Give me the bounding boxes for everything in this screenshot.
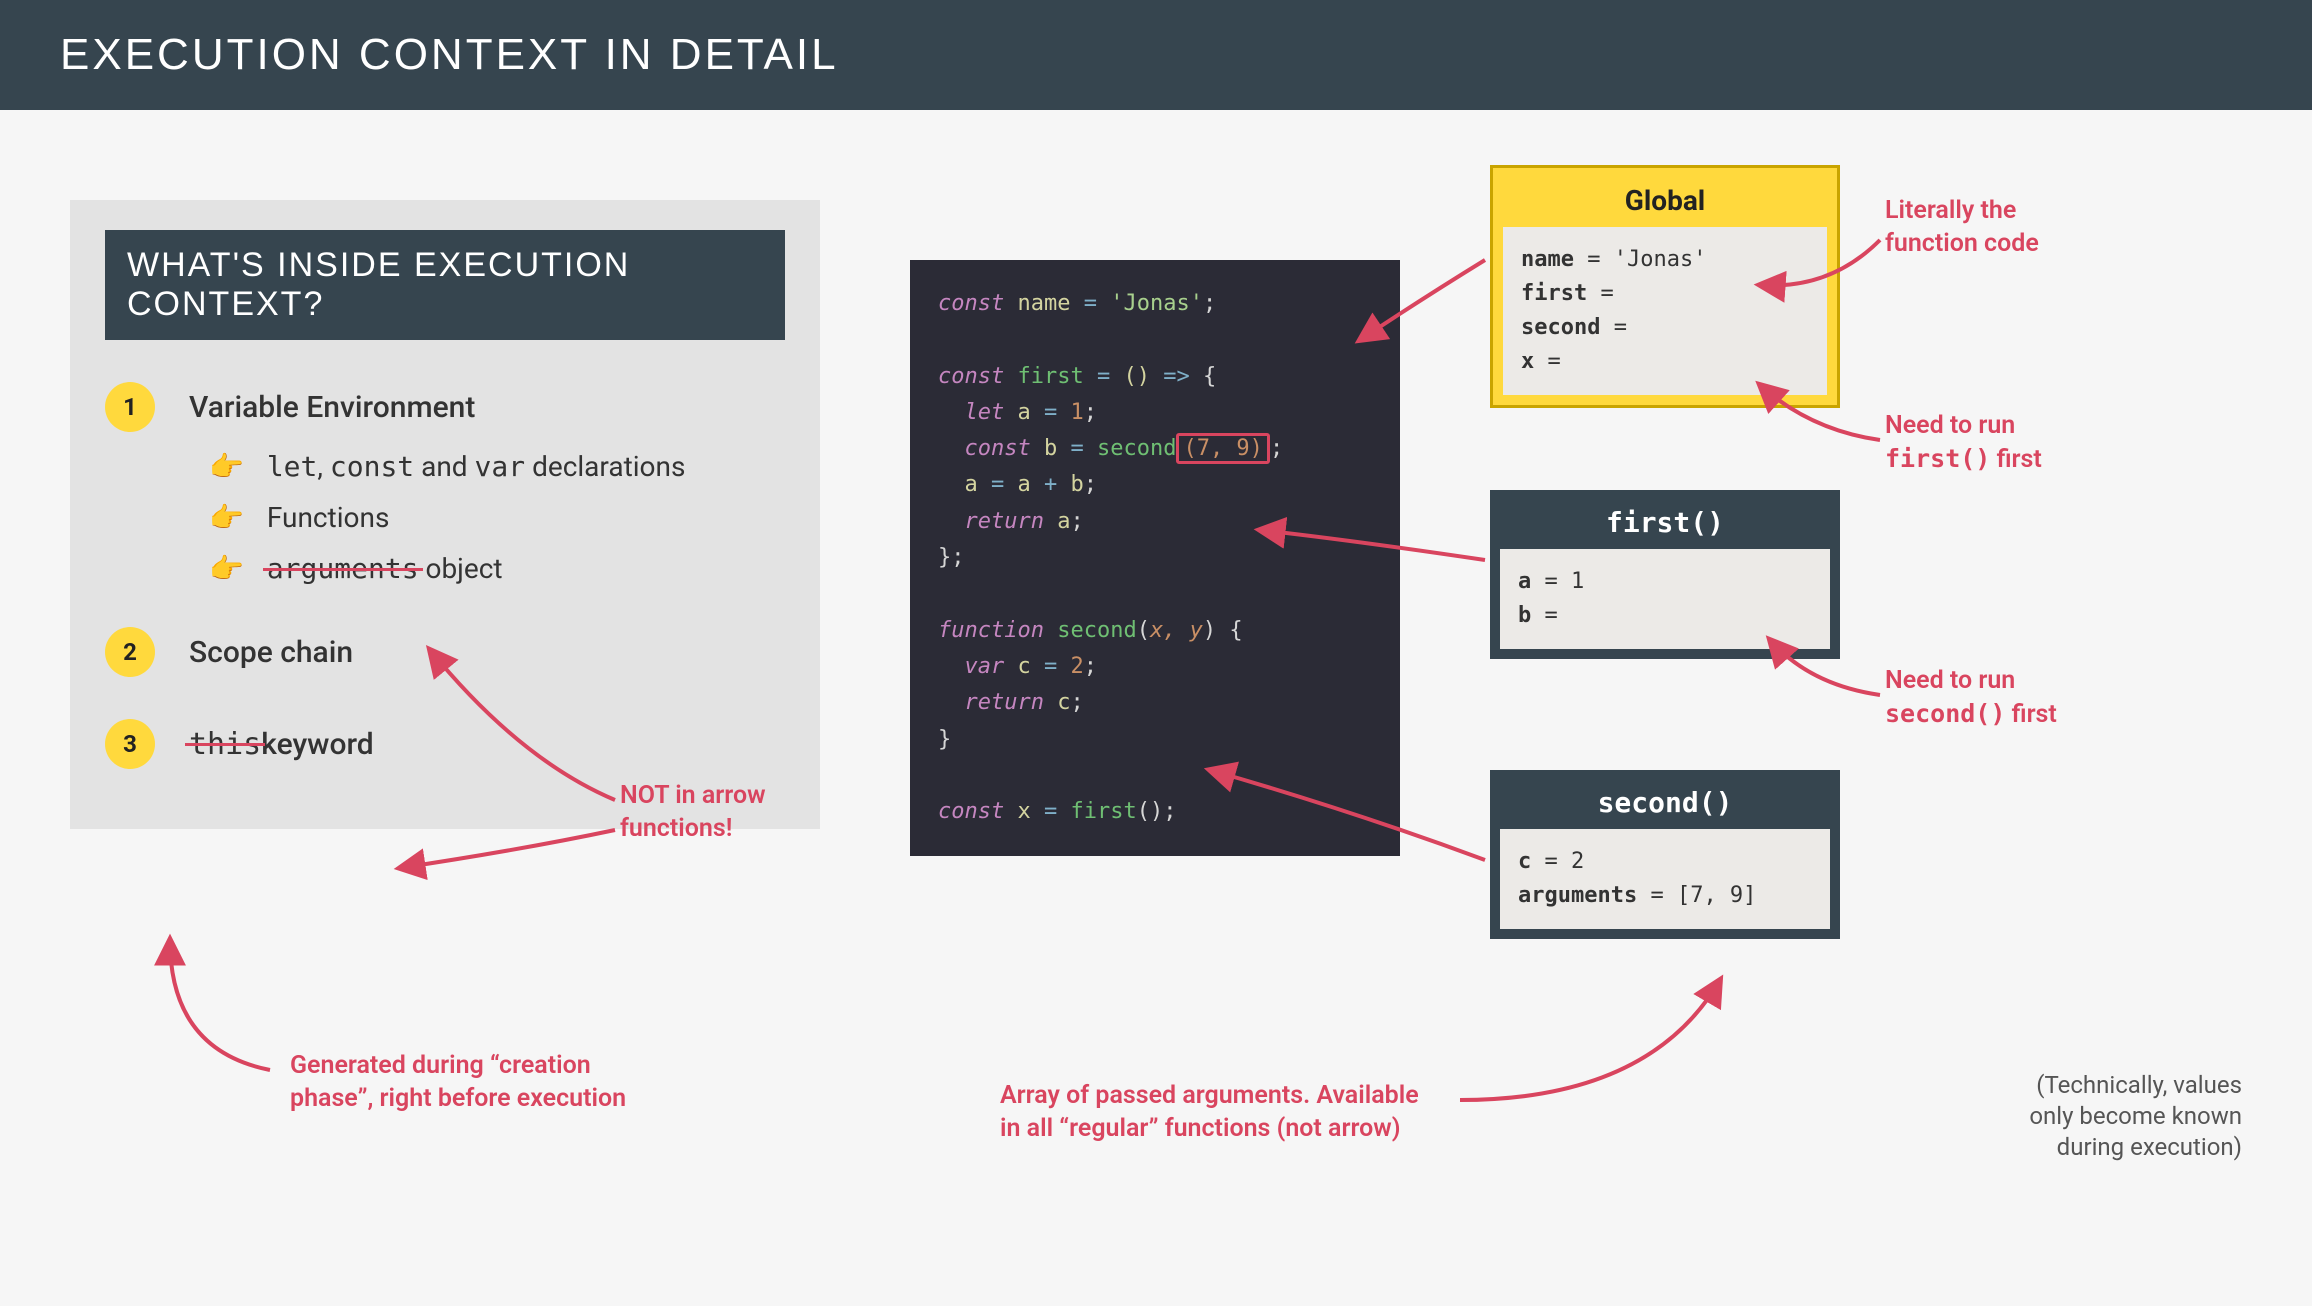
anno-not-arrow: NOT in arrow functions! (620, 780, 766, 845)
sub-1-var: var (475, 450, 526, 483)
label-2: Scope chain (189, 635, 353, 670)
sub-3: 👉 arguments object (209, 552, 785, 585)
sub-1-const: const (330, 450, 414, 483)
anno-creation: Generated during “creation phase”, right… (290, 1050, 626, 1115)
left-heading: WHAT'S INSIDE EXECUTION CONTEXT? (105, 230, 785, 340)
code-block: const name = 'Jonas'; const first = () =… (910, 260, 1400, 856)
ctx-global: Global name = 'Jonas' first = second = x… (1490, 165, 1840, 408)
sub-3-arguments: arguments (267, 552, 419, 585)
ctx-global-body: name = 'Jonas' first = second = x = (1503, 227, 1827, 395)
sub-1-let: let (267, 450, 318, 483)
left-panel: WHAT'S INSIDE EXECUTION CONTEXT? 1 Varia… (70, 200, 820, 829)
item-2-row: 2 Scope chain (105, 627, 785, 677)
ctx-second: second() c = 2 arguments = [7, 9] (1490, 770, 1840, 939)
stage: WHAT'S INSIDE EXECUTION CONTEXT? 1 Varia… (0, 110, 2312, 1298)
badge-1: 1 (105, 382, 155, 432)
anno-literal: Literally the function code (1885, 195, 2039, 260)
anno-run-first: Need to run first() first (1885, 410, 2042, 476)
ctx-second-title: second() (1500, 780, 1830, 829)
title-bar: EXECUTION CONTEXT IN DETAIL (0, 0, 2312, 110)
ctx-first-body: a = 1 b = (1500, 549, 1830, 649)
badge-2: 2 (105, 627, 155, 677)
anno-args: Array of passed arguments. Available in … (1000, 1080, 1419, 1145)
item-1-row: 1 Variable Environment (105, 382, 785, 432)
sub-2: 👉 Functions (209, 501, 785, 534)
anno-tech: (Technically, values only become known d… (2029, 1070, 2242, 1164)
sub-1: 👉 let, const and var declarations (209, 450, 785, 483)
ctx-second-body: c = 2 arguments = [7, 9] (1500, 829, 1830, 929)
anno-run-second: Need to run second() first (1885, 665, 2057, 731)
label-3: this keyword (189, 727, 374, 762)
badge-3: 3 (105, 719, 155, 769)
hand-icon: 👉 (209, 552, 244, 585)
item-3-row: 3 this keyword (105, 719, 785, 769)
ctx-first-title: first() (1500, 500, 1830, 549)
hand-icon: 👉 (209, 501, 244, 534)
highlight-args: (7, 9) (1176, 433, 1269, 464)
page-title: EXECUTION CONTEXT IN DETAIL (60, 30, 2252, 80)
ctx-global-title: Global (1503, 178, 1827, 227)
hand-icon: 👉 (209, 450, 244, 483)
ctx-first: first() a = 1 b = (1490, 490, 1840, 659)
label-1: Variable Environment (189, 390, 475, 425)
sublist: 👉 let, const and var declarations 👉 Func… (209, 450, 785, 585)
